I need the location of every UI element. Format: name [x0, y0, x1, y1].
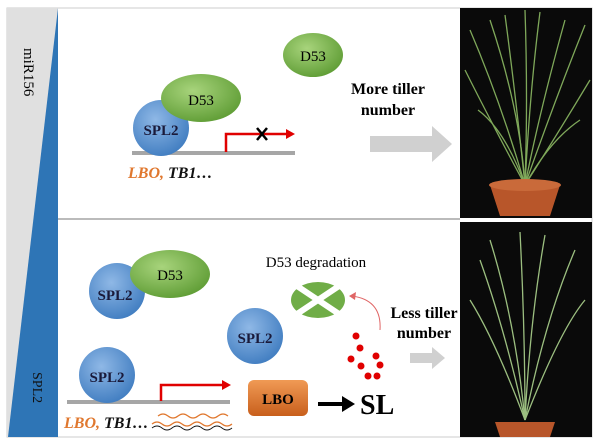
result-line2: number [361, 102, 415, 119]
spl2-label: SPL2 [143, 123, 178, 139]
transcription-arrow [159, 383, 223, 401]
gene-label: LBO, TB1… [63, 415, 148, 432]
d53-protein [283, 33, 343, 77]
gradient-wedge [8, 8, 58, 437]
lbo-box [248, 380, 308, 416]
sl-label: SL [360, 390, 394, 421]
degraded-x-icon [295, 283, 341, 317]
curved-arrow [351, 295, 381, 331]
arrowhead [349, 292, 356, 300]
block-x-icon [256, 127, 268, 141]
result-line1: More tiller [351, 81, 425, 98]
spl2-dna-label: SPL2 [89, 370, 124, 386]
d53-bound-label: D53 [188, 93, 214, 109]
degradation-label: D53 degradation [266, 255, 367, 271]
transcription-arrow [224, 132, 288, 152]
arrowhead [286, 129, 295, 139]
spl2-free-label: SPL2 [237, 331, 272, 347]
plant-photo-top [460, 8, 592, 218]
sl-molecules [347, 332, 384, 380]
result-line1: Less tiller [390, 305, 457, 322]
label-mir156: miR156 [20, 48, 36, 97]
mrna-wave [151, 413, 233, 427]
spl2-label: SPL2 [97, 288, 132, 304]
arrowhead [342, 396, 355, 412]
mrna-wave [151, 425, 233, 431]
gene-label: LBO, TB1… [127, 165, 212, 182]
d53-protein-bound [130, 250, 210, 298]
plant-photo-bottom [460, 222, 592, 437]
d53-label: D53 [300, 49, 326, 65]
spl2-protein-bound-dna [79, 347, 135, 403]
d53-protein-bound [161, 74, 241, 122]
d53-bound-label: D53 [157, 268, 183, 284]
arrow-right-icon [410, 347, 445, 369]
arrow-right-icon [370, 126, 452, 162]
arrowhead [222, 380, 231, 390]
spl2-protein-free [227, 308, 283, 364]
result-line2: number [397, 325, 451, 342]
lbo-box-label: LBO [262, 392, 294, 408]
label-spl2: SPL2 [29, 372, 44, 403]
